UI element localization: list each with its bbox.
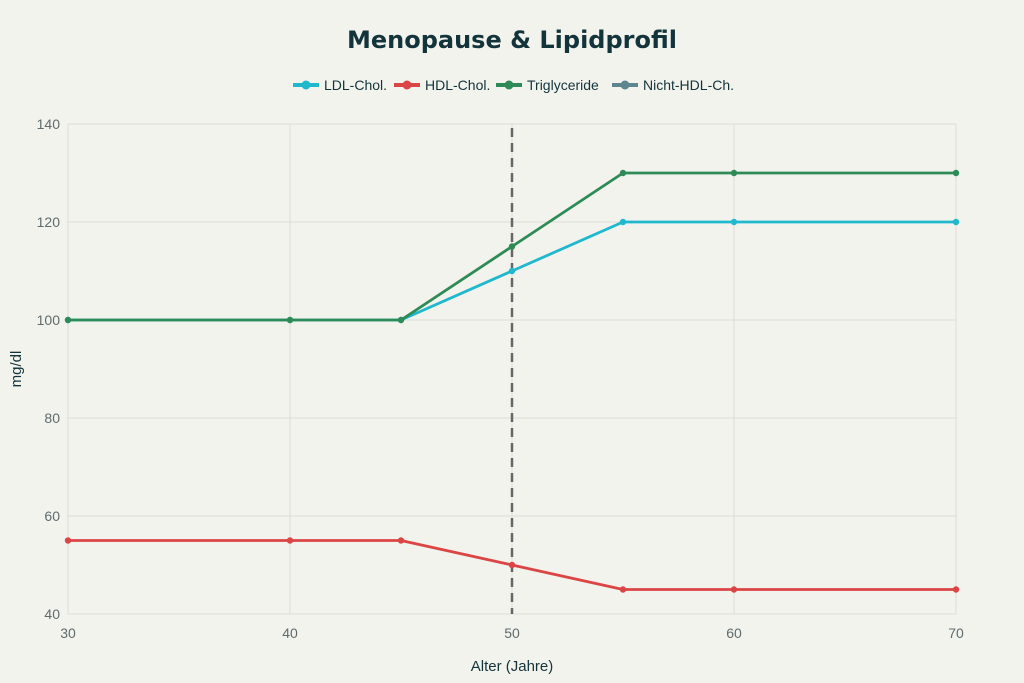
x-tick-label: 30 <box>60 625 76 641</box>
data-point <box>730 169 738 177</box>
x-tick-label: 50 <box>504 625 520 641</box>
x-tick-label: 40 <box>282 625 298 641</box>
y-tick-label: 60 <box>44 508 60 524</box>
data-point <box>508 561 516 569</box>
data-point <box>730 218 738 226</box>
legend-swatch-marker <box>620 80 630 90</box>
x-axis-label: Alter (Jahre) <box>471 658 554 675</box>
legend-swatch-marker <box>402 80 412 90</box>
y-tick-label: 80 <box>44 410 60 426</box>
data-point <box>508 267 516 275</box>
data-point <box>952 586 960 593</box>
legend-label: LDL-Chol. <box>324 77 387 93</box>
data-point <box>397 316 405 324</box>
legend-item[interactable]: HDL-Chol. <box>394 77 490 93</box>
data-point <box>952 218 960 226</box>
data-point <box>619 169 627 177</box>
legend-swatch-marker <box>301 80 311 90</box>
data-point <box>619 218 627 226</box>
data-point <box>64 537 72 544</box>
y-tick-label: 120 <box>37 214 61 230</box>
legend-label: Nicht-HDL-Ch. <box>643 77 734 93</box>
legend-label: Triglyceride <box>527 77 599 93</box>
data-point <box>508 243 516 250</box>
y-tick-label: 100 <box>37 312 61 328</box>
data-point <box>286 316 294 324</box>
data-point <box>619 586 627 593</box>
data-point <box>64 316 72 324</box>
y-axis-ticks: 40 60 80 100 120 140 <box>37 116 61 622</box>
x-tick-label: 70 <box>948 625 964 641</box>
data-point <box>730 586 738 593</box>
x-axis-ticks: 30 40 50 60 70 <box>60 625 964 641</box>
legend-item[interactable]: Nicht-HDL-Ch. <box>612 77 734 93</box>
data-point <box>952 169 960 177</box>
legend-swatch-marker <box>504 80 514 90</box>
chart-title: Menopause & Lipidprofil <box>347 26 677 54</box>
series-group <box>64 169 960 593</box>
data-point <box>286 537 294 544</box>
x-tick-label: 60 <box>726 625 742 641</box>
legend[interactable]: LDL-Chol. HDL-Chol. Triglyceride Nicht-HDL-… <box>293 77 734 93</box>
y-tick-label: 40 <box>44 606 60 622</box>
legend-item[interactable]: LDL-Chol. <box>293 77 387 93</box>
y-axis-label: mg/dl <box>8 351 25 388</box>
legend-item[interactable]: Triglyceride <box>496 77 599 93</box>
data-point <box>397 537 405 544</box>
y-tick-label: 140 <box>37 116 61 132</box>
legend-label: HDL-Chol. <box>425 77 490 93</box>
